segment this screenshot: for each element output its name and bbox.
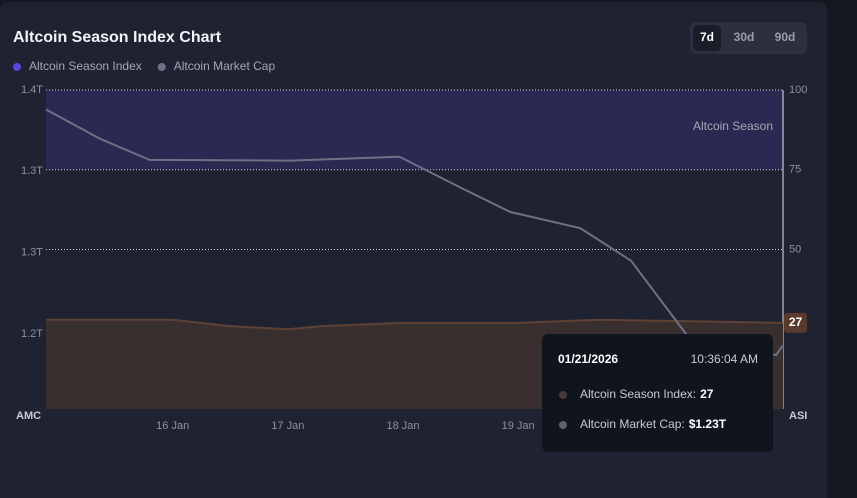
- tooltip-dot: [559, 421, 567, 429]
- tooltip-item-name: Altcoin Market Cap:: [580, 417, 685, 431]
- x-tick-label: 19 Jan: [502, 420, 535, 432]
- tooltip-item-name: Altcoin Season Index:: [580, 387, 696, 401]
- tooltip-time: 10:36:04 AM: [691, 352, 758, 366]
- legend-dot: [157, 63, 166, 71]
- y2-tick-label: 100: [789, 84, 807, 96]
- tooltip-item-value: $1.23T: [689, 417, 727, 431]
- y2-tick-label: 50: [789, 243, 801, 255]
- y-tick-label: 1.2T: [21, 328, 43, 340]
- x-tick-label: 17 Jan: [271, 420, 304, 432]
- range-active: [693, 25, 721, 51]
- series-line: [46, 318, 784, 331]
- value-badge: [784, 312, 807, 333]
- x-tick-label: 18 Jan: [386, 420, 419, 432]
- left-axis-label: AMC: [16, 410, 41, 422]
- legend-label[interactable]: Altcoin Season Index: [29, 59, 142, 73]
- legend-label[interactable]: Altcoin Market Cap: [174, 59, 276, 73]
- legend-dot: [13, 63, 21, 71]
- tooltip-dot: [559, 391, 567, 399]
- value-badge-label: 27: [789, 315, 803, 329]
- range-button[interactable]: 7d: [700, 30, 714, 44]
- range-button[interactable]: 90d: [775, 30, 796, 44]
- y-tick-label: 1.4T: [21, 84, 43, 96]
- y-tick-label: 1.3T: [21, 246, 43, 258]
- tooltip-date: 01/21/2026: [558, 352, 618, 366]
- y-tick-label: 1.3T: [21, 165, 43, 177]
- right-axis-label: ASI: [789, 410, 807, 422]
- x-tick-label: 16 Jan: [156, 420, 189, 432]
- zone-label: Altcoin Season: [693, 119, 773, 133]
- range-button[interactable]: 30d: [734, 30, 755, 44]
- season-zone: [46, 90, 783, 170]
- chart-title: Altcoin Season Index Chart: [13, 29, 222, 46]
- y2-tick-label: 75: [789, 164, 801, 176]
- tooltip: [542, 334, 773, 452]
- tooltip-item-value: 27: [700, 387, 714, 401]
